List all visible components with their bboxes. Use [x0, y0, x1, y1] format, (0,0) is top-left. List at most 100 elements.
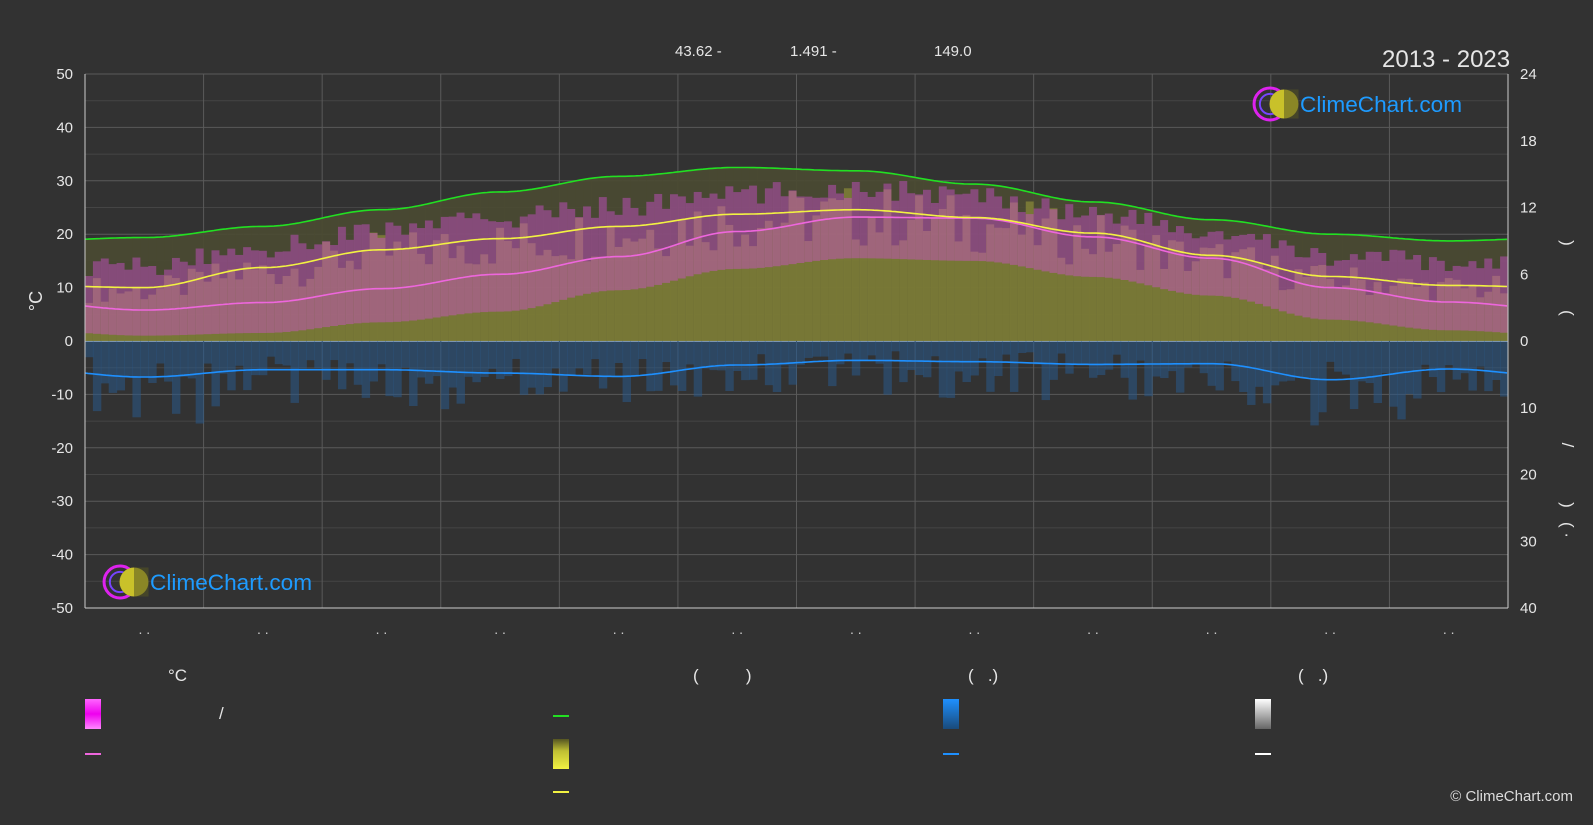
rain-bar	[258, 341, 268, 376]
sunshine-bar	[1033, 245, 1043, 341]
rain-bar	[583, 341, 592, 375]
temp-range-bar	[1207, 231, 1216, 296]
sunshine-bar	[986, 224, 995, 341]
sunshine-bar	[922, 230, 932, 341]
rain-bar	[298, 341, 307, 369]
rain-bar	[907, 341, 916, 371]
rain-bar	[1270, 341, 1280, 386]
daylight-bar	[124, 237, 133, 341]
rain-bar	[1397, 341, 1406, 420]
temp-range-bar	[298, 243, 307, 331]
rain-bar	[1017, 341, 1027, 353]
sunshine-bar	[685, 245, 695, 341]
rain-bar	[867, 341, 877, 356]
rain-bar	[1120, 341, 1130, 378]
sunshine-bar	[796, 197, 805, 341]
temp-range-bar	[132, 257, 141, 336]
sunshine-bar	[1128, 229, 1137, 341]
rain-bar	[567, 341, 576, 376]
sunshine-bar	[891, 245, 900, 341]
temp-range-bar	[1326, 265, 1335, 320]
temp-range-bar	[306, 249, 315, 330]
rain-bar	[646, 341, 655, 392]
legend-temp-range-separator: /	[219, 704, 224, 723]
temp-range-bar	[211, 250, 220, 334]
sunshine-bar	[1334, 287, 1343, 341]
temp-range-bar	[424, 220, 434, 319]
right-axis-label-glyph: )	[1558, 240, 1577, 246]
rain-bar	[251, 341, 260, 376]
sunshine-bar	[1168, 240, 1177, 341]
month-tick-label: . .	[376, 621, 388, 637]
sunshine-bar	[1017, 234, 1027, 341]
temp-range-bar	[1065, 204, 1074, 276]
temp-range-bar	[1373, 251, 1383, 324]
temp-range-bar	[1294, 257, 1303, 316]
month-tick-label: . .	[1087, 621, 1099, 637]
temp-range-bar	[488, 221, 497, 312]
rain-bar	[203, 341, 212, 364]
sunshine-bar	[567, 259, 576, 341]
month-tick-label: . .	[1324, 621, 1336, 637]
sunshine-bar	[851, 239, 861, 341]
rain-bar	[820, 341, 829, 357]
rain-bar	[1247, 341, 1256, 405]
temp-range-bar	[1476, 268, 1485, 332]
rain-bar	[266, 341, 276, 357]
temp-range-bar	[480, 219, 489, 313]
rain-bar	[488, 341, 497, 369]
temp-range-bar	[337, 226, 347, 325]
rain-bar	[677, 341, 687, 392]
rain-bar	[606, 341, 616, 376]
sunshine-bar	[654, 248, 663, 341]
temp-range-bar	[496, 221, 505, 312]
temp-range-bar	[638, 215, 647, 289]
temp-range-bar	[843, 197, 853, 259]
rain-bar	[377, 341, 386, 365]
rain-bar	[1128, 341, 1137, 400]
rain-bar	[1160, 341, 1169, 379]
rain-bar	[1112, 341, 1122, 355]
sunshine-bar	[717, 206, 726, 341]
sunshine-bar	[132, 286, 141, 341]
sunshine-bar	[1215, 244, 1224, 341]
left-tick-label: -30	[51, 493, 73, 510]
temp-range-bar	[85, 276, 94, 334]
daylight-bar	[1278, 229, 1288, 341]
left-tick-label: 10	[56, 280, 73, 297]
daylight-bar	[100, 238, 110, 341]
temp-range-bar	[551, 217, 560, 303]
rain-bar	[1065, 341, 1074, 374]
rain-bar	[598, 341, 608, 389]
temp-range-bar	[1089, 206, 1098, 277]
temp-range-bar	[764, 188, 774, 268]
temp-range-bar	[622, 197, 631, 291]
right-tick-hours: 18	[1520, 133, 1537, 150]
sunshine-bar	[503, 240, 513, 341]
sunshine-bar	[828, 198, 837, 341]
rain-bar	[614, 341, 624, 364]
rain-bar	[1302, 341, 1311, 378]
coord-3: 149.0	[934, 43, 972, 60]
temp-range-bar	[733, 192, 742, 269]
daylight-bar	[116, 237, 126, 341]
temp-range-bar	[756, 203, 766, 268]
temp-range-bar	[1349, 254, 1359, 321]
sunshine-bar	[1500, 293, 1509, 341]
temp-range-bar	[1223, 239, 1232, 297]
rain-bar	[1081, 341, 1090, 365]
sunshine-bar	[251, 269, 260, 341]
rain-bar	[883, 341, 892, 395]
rain-bar	[946, 341, 956, 398]
rain-bar	[1223, 341, 1232, 362]
temp-range-bar	[796, 196, 805, 264]
temp-range-bar	[954, 194, 964, 261]
temp-range-bar	[1041, 198, 1050, 272]
temp-range-bar	[741, 189, 750, 269]
temp-range-bar	[1318, 252, 1327, 320]
sunshine-bar	[448, 258, 458, 341]
rain-bar	[1357, 341, 1367, 382]
rain-bar	[92, 341, 102, 412]
temp-range-bar	[978, 202, 987, 262]
temp-range-bar	[235, 254, 244, 334]
